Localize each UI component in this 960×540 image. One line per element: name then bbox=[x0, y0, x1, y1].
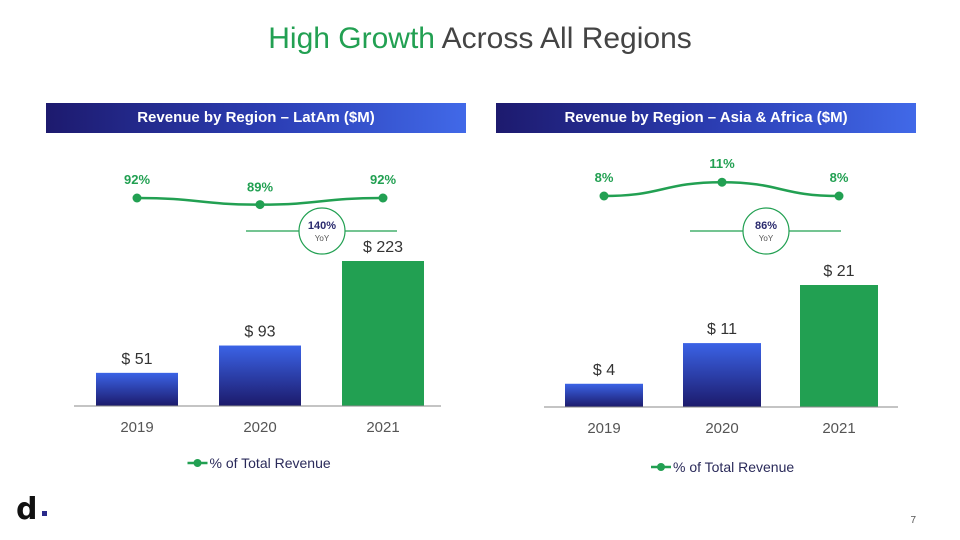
pct-total-point bbox=[132, 193, 142, 203]
revenue-bar bbox=[96, 372, 178, 406]
revenue-bar bbox=[683, 343, 761, 407]
x-tick-label: 2019 bbox=[120, 419, 153, 436]
yoy-caption-label: YoY bbox=[759, 234, 774, 243]
legend-label: % of Total Revenue bbox=[673, 459, 794, 475]
logo-dot-icon bbox=[42, 511, 47, 516]
revenue-bar bbox=[565, 383, 643, 407]
asia-africa-revenue-chart: $ 4 2019 $ 11 2020 $ 21 2021 8% 11% 8% 86% YoY % of… bbox=[544, 156, 898, 475]
bar-value-label: $ 223 bbox=[363, 239, 403, 256]
legend-marker-icon bbox=[657, 463, 665, 471]
yoy-value-label: 86% bbox=[755, 220, 777, 232]
revenue-bar bbox=[219, 345, 301, 406]
company-logo: d bbox=[16, 492, 38, 527]
yoy-caption-label: YoY bbox=[315, 234, 330, 243]
pct-total-point bbox=[378, 193, 388, 203]
pct-total-label: 92% bbox=[124, 172, 150, 187]
title-rest: Across All Regions bbox=[434, 22, 692, 55]
title-highlight: High Growth bbox=[268, 22, 435, 55]
x-tick-label: 2021 bbox=[366, 419, 399, 436]
pct-total-label: 89% bbox=[247, 180, 273, 195]
pct-total-point bbox=[599, 191, 609, 201]
latam-chart-header: Revenue by Region – LatAm ($M) bbox=[46, 103, 466, 133]
latam-revenue-chart: $ 51 2019 $ 93 2020 $ 223 2021 92% 89% 92% 140% Yo… bbox=[74, 172, 441, 471]
pct-total-label: 8% bbox=[595, 170, 614, 185]
revenue-bar bbox=[342, 261, 424, 406]
slide-title: High Growth Across All Regions bbox=[0, 22, 960, 56]
pct-total-point bbox=[834, 191, 844, 201]
bar-value-label: $ 4 bbox=[593, 362, 615, 379]
bar-value-label: $ 21 bbox=[823, 263, 854, 280]
x-tick-label: 2020 bbox=[243, 419, 276, 436]
x-tick-label: 2021 bbox=[822, 420, 855, 437]
yoy-circle bbox=[742, 207, 790, 255]
legend-label: % of Total Revenue bbox=[210, 455, 331, 471]
revenue-bar bbox=[800, 285, 878, 407]
yoy-circle bbox=[298, 207, 346, 255]
pct-total-point bbox=[255, 200, 265, 210]
pct-total-point bbox=[717, 177, 727, 187]
asia-africa-chart-header: Revenue by Region – Asia & Africa ($M) bbox=[496, 103, 916, 133]
pct-total-label: 11% bbox=[709, 156, 735, 171]
bar-value-label: $ 93 bbox=[244, 324, 275, 341]
yoy-value-label: 140% bbox=[308, 220, 336, 232]
x-tick-label: 2020 bbox=[705, 420, 738, 437]
pct-total-label: 8% bbox=[830, 170, 849, 185]
pct-total-label: 92% bbox=[370, 172, 396, 187]
x-tick-label: 2019 bbox=[587, 420, 620, 437]
page-number: 7 bbox=[910, 515, 916, 526]
bar-value-label: $ 51 bbox=[121, 351, 152, 368]
legend-marker-icon bbox=[193, 459, 202, 467]
bar-value-label: $ 11 bbox=[707, 321, 737, 338]
